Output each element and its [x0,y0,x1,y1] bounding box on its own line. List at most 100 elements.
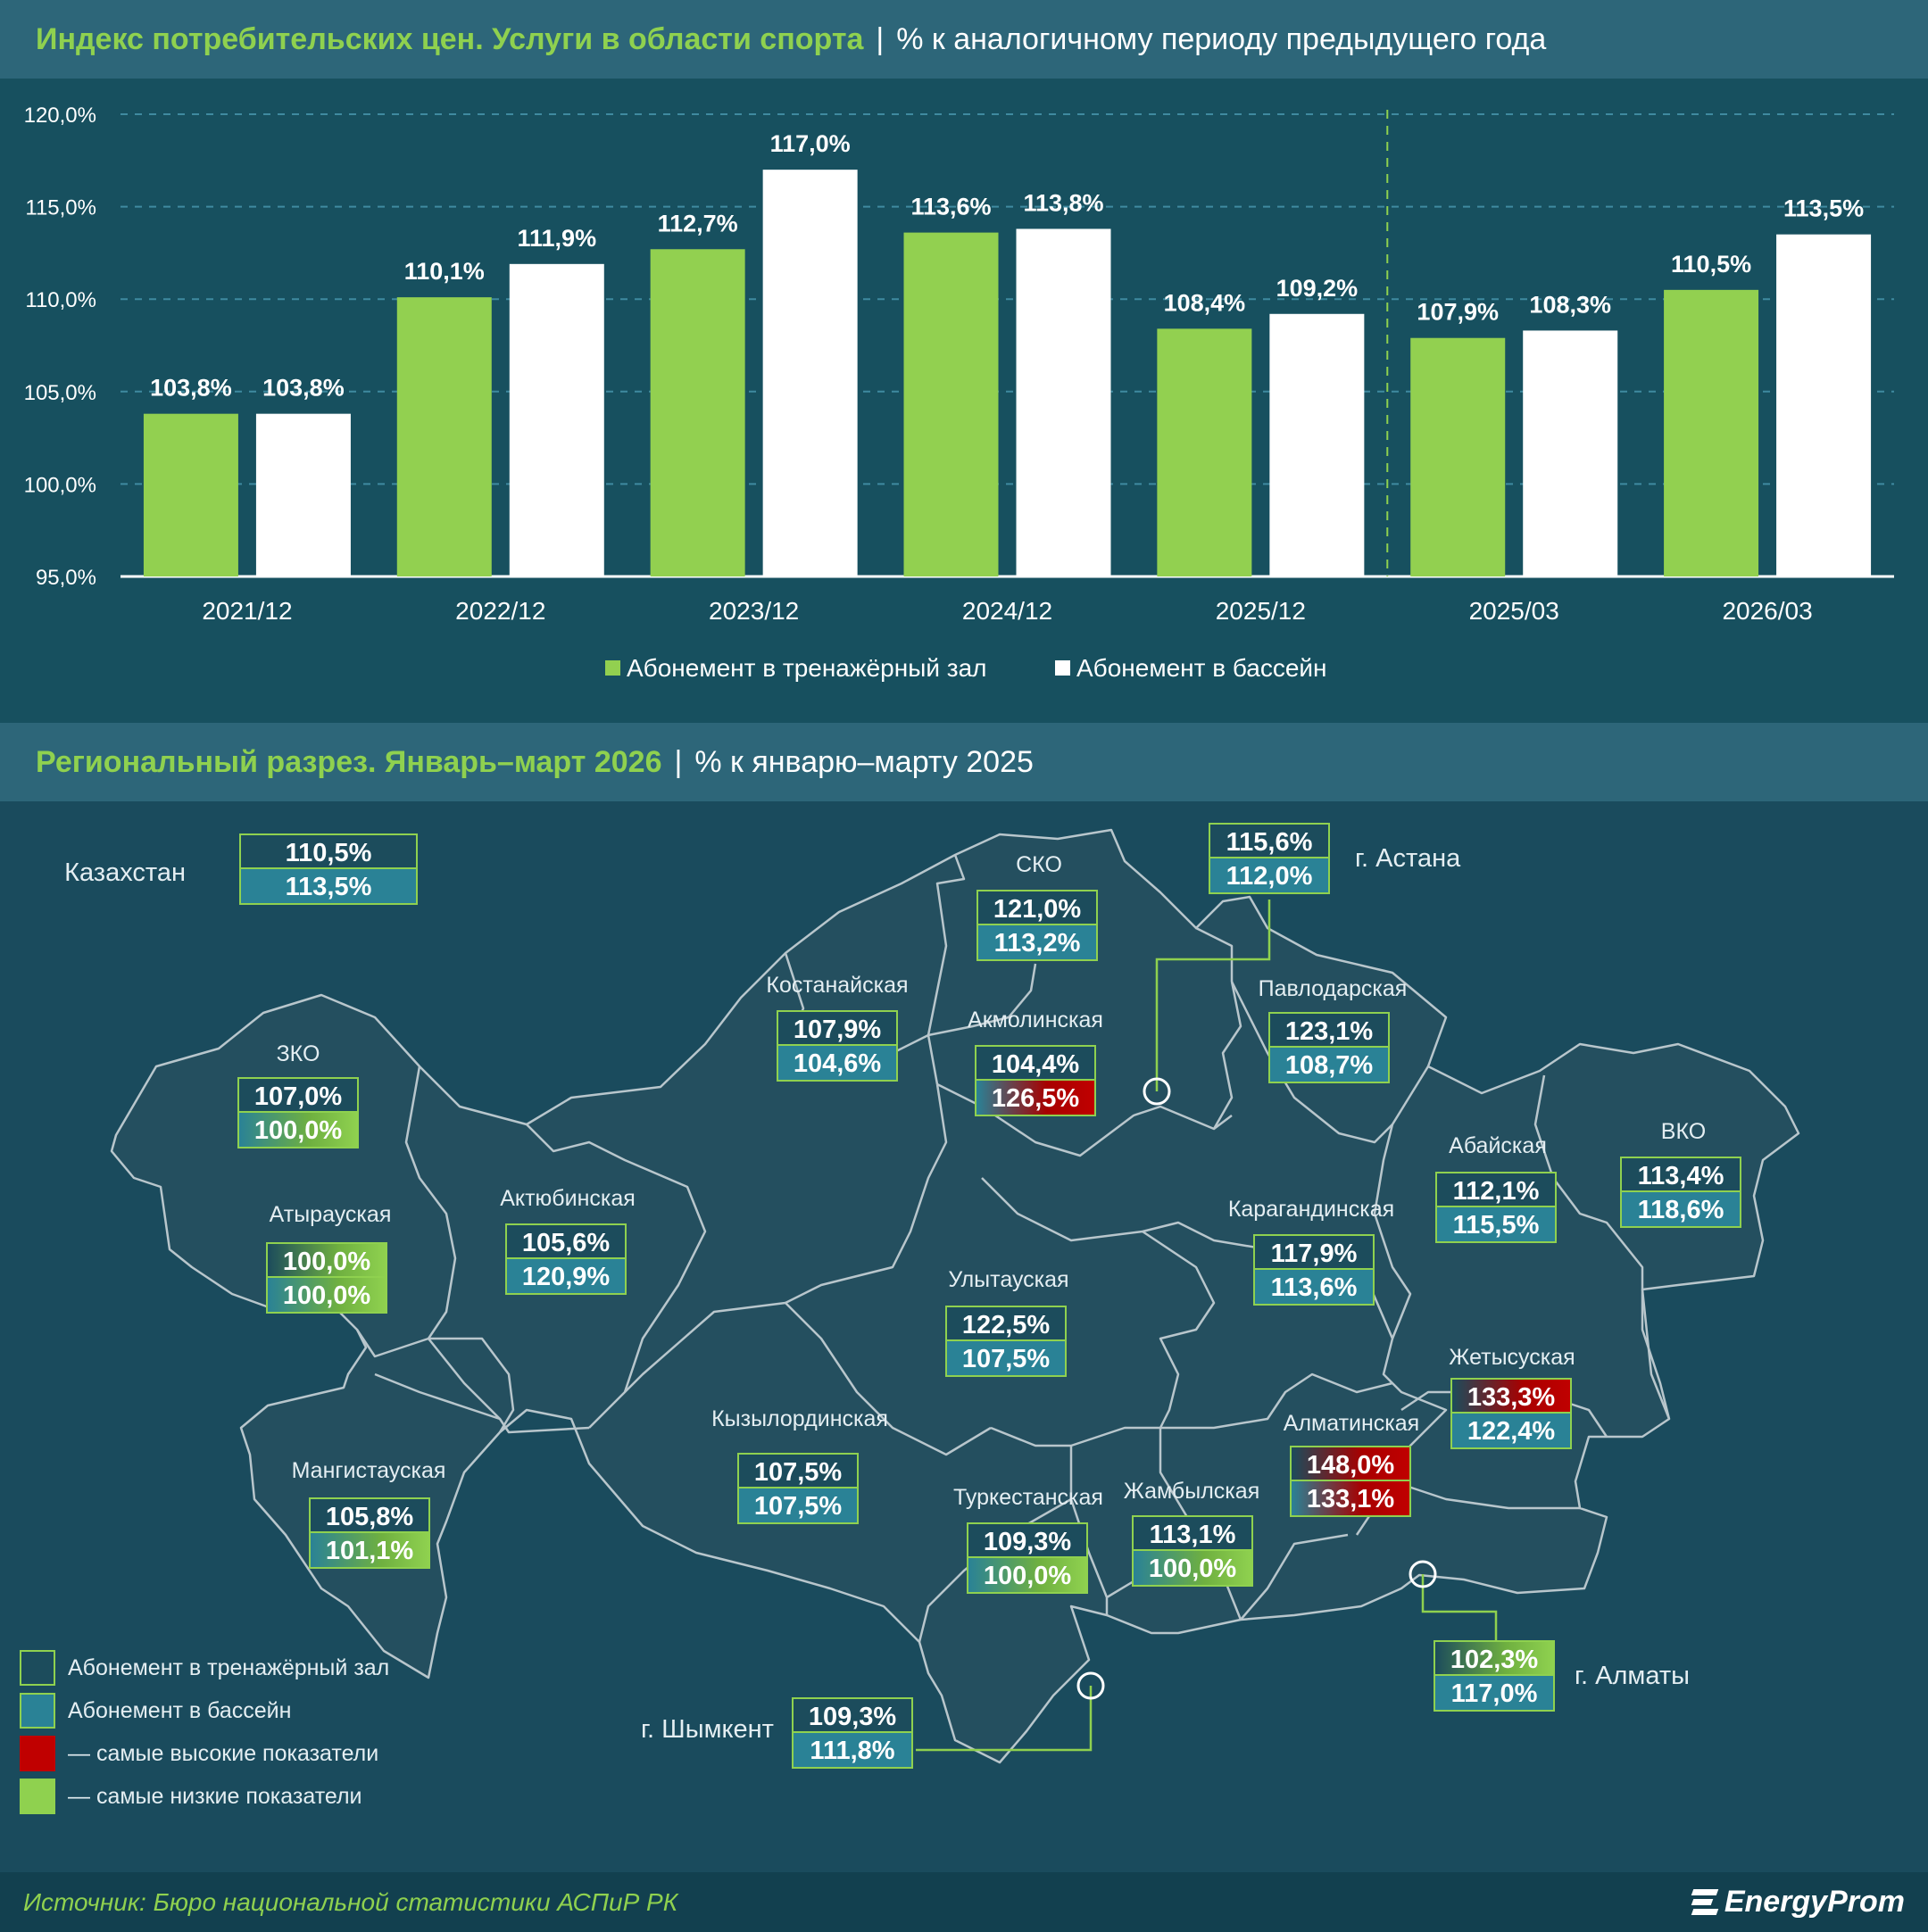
bar-gym [396,297,492,576]
y-tick-label: 95,0% [36,566,96,590]
gym-value: 122,5% [945,1306,1067,1341]
bar-pool [1016,228,1111,576]
region-name-vko: ВКО [1660,1119,1707,1144]
region-name-turkestan: Туркестанская [953,1485,1103,1510]
y-tick-label: 120,0% [24,104,96,128]
legend-item-gym: Абонемент в тренажёрный зал [20,1646,389,1689]
gym-value: 112,1% [1435,1172,1557,1207]
region-name-kz: Казахстан [64,858,186,887]
x-tick-label: 2023/12 [709,597,799,625]
region-name-almaty: г. Алматы [1575,1662,1690,1690]
pool-value: 101,1% [309,1533,430,1569]
bar-pool [255,413,351,576]
bar-pool [509,263,604,576]
pool-value: 133,1% [1290,1481,1411,1517]
legend-item-low: — самые низкие показатели [20,1775,389,1818]
bar-pool [762,170,858,576]
chart-title: Индекс потребительских цен. Услуги в обл… [36,21,864,56]
region-name-ulytau: Улытауская [948,1267,1069,1292]
data-label: 109,2% [1276,275,1359,302]
value-box-zhetysu: 133,3% 122,4% [1450,1378,1572,1449]
pool-value: 100,0% [266,1278,387,1314]
data-label: 107,9% [1417,299,1499,326]
gym-value: 109,3% [792,1697,913,1733]
bar-pool [1523,330,1618,576]
map-title: Региональный разрез. Январь–март 2026 [36,744,662,779]
gym-value: 109,3% [967,1522,1088,1558]
region-name-sko: СКО [1016,852,1062,877]
data-label: 111,9% [517,225,596,252]
region-name-almaty_reg: Алматинская [1283,1411,1420,1436]
gym-value: 113,4% [1620,1157,1741,1192]
legend-swatch-pool [20,1693,55,1729]
region-name-astana: г. Астана [1355,844,1461,873]
gym-value: 104,4% [975,1045,1096,1081]
pool-value: 126,5% [975,1081,1096,1116]
legend-item-high: — самые высокие показатели [20,1732,389,1775]
gym-value: 121,0% [976,890,1098,925]
map-title-bar: Региональный разрез. Январь–март 2026 | … [0,723,1928,801]
source-note: Источник: Бюро национальной статистики А… [23,1887,678,1916]
bar-gym [903,232,999,576]
region-name-kyzylorda: Кызылординская [711,1406,888,1431]
x-tick-label: 2025/03 [1469,597,1559,625]
y-tick-label: 110,0% [25,288,96,312]
value-box-almaty: 102,3% 117,0% [1434,1640,1555,1712]
gym-value: 133,3% [1450,1378,1572,1414]
chart-title-bar: Индекс потребительских цен. Услуги в обл… [0,0,1928,79]
footer: Источник: Бюро национальной статистики А… [0,1872,1928,1932]
pool-value: 107,5% [945,1341,1067,1377]
value-box-abai: 112,1% 115,5% [1435,1172,1557,1243]
bar-gym [1664,289,1759,576]
data-label: 108,4% [1164,289,1246,316]
city-connectors [916,900,1498,1752]
region-name-aktobe: Актюбинская [500,1186,636,1211]
value-box-ulytau: 122,5% 107,5% [945,1306,1067,1377]
data-label: 117,0% [770,130,851,157]
region-name-abai: Абайская [1449,1133,1547,1158]
region-name-zko: ЗКО [276,1041,320,1066]
almaty-marker [1409,1560,1437,1588]
value-box-astana: 115,6% 112,0% [1209,823,1330,894]
data-label: 113,5% [1783,195,1864,222]
logo-text: EnergyProm [1724,1885,1905,1919]
gym-value: 110,5% [239,833,418,869]
bar-gym [1410,337,1506,576]
bar-gym [650,249,745,576]
x-tick-label: 2026/03 [1722,597,1812,625]
gym-value: 123,1% [1268,1012,1390,1048]
region-name-zhambyl: Жамбылская [1123,1479,1260,1504]
x-tick-label: 2025/12 [1216,597,1306,625]
data-label: 110,5% [1671,251,1751,278]
value-box-shymkent: 109,3% 111,8% [792,1697,913,1769]
legend-label-pool: Абонемент в бассейн [68,1697,292,1723]
pool-value: 122,4% [1450,1414,1572,1449]
gym-value: 102,3% [1434,1640,1555,1676]
bar-gym [143,413,238,576]
value-box-vko: 113,4% 118,6% [1620,1157,1741,1228]
chart-subtitle: % к аналогичному периоду предыдущего год… [896,21,1547,56]
legend-item-pool: Абонемент в бассейн [20,1689,389,1732]
value-box-almaty_reg: 148,0% 133,1% [1290,1446,1411,1517]
y-tick-label: 100,0% [24,473,96,497]
legend-label-gym: Абонемент в тренажёрный зал [627,654,987,682]
pool-value: 120,9% [505,1259,627,1295]
legend-swatch-high [20,1736,55,1771]
data-label: 110,1% [404,258,485,285]
data-label: 113,8% [1023,189,1103,216]
region-name-shymkent: г. Шымкент [641,1715,774,1744]
legend-label-low: — самые низкие показатели [68,1783,362,1809]
region-name-karaganda: Карагандинская [1227,1197,1395,1222]
bar-pool [1269,313,1365,576]
pool-value: 100,0% [237,1113,359,1148]
value-box-pavlodar: 123,1% 108,7% [1268,1012,1390,1083]
value-box-kostanay: 107,9% 104,6% [777,1010,898,1082]
pool-value: 113,5% [239,869,418,905]
gym-value: 100,0% [266,1242,387,1278]
gym-value: 113,1% [1132,1515,1253,1551]
map-section: Казахстан 110,5% 113,5% СКО 121,0% 113,2% г. А… [0,801,1928,1872]
pool-value: 107,5% [737,1488,859,1524]
bar-pool [1776,234,1872,576]
pool-value: 113,6% [1253,1270,1375,1306]
gym-value: 107,9% [777,1010,898,1046]
